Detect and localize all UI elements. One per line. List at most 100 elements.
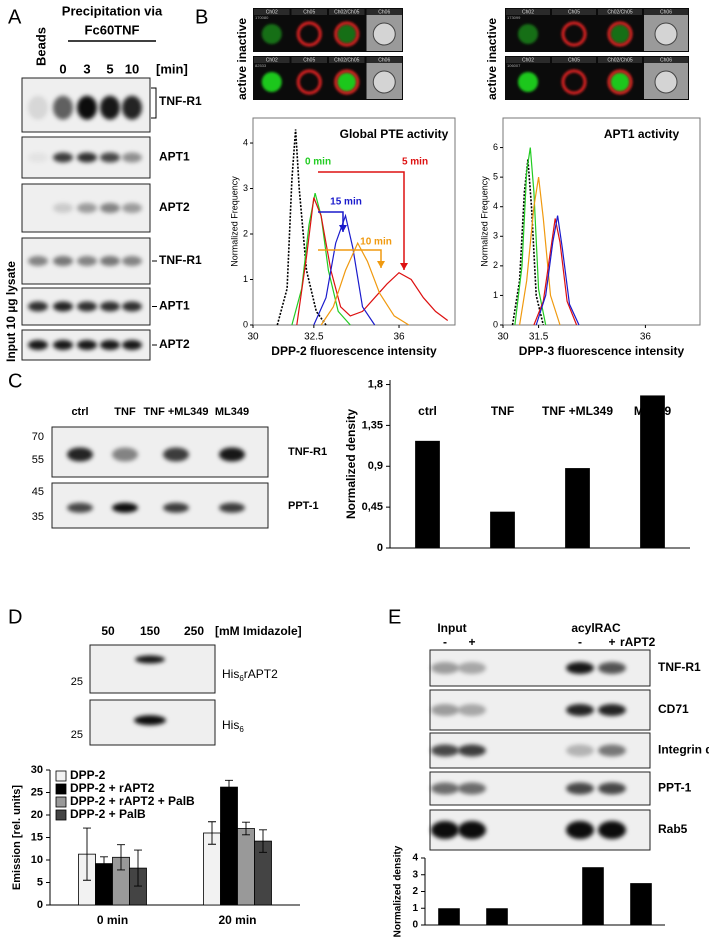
panel-letter: C	[8, 370, 22, 392]
annotation: 5 min	[402, 157, 428, 168]
band	[100, 203, 120, 213]
bf-cell	[372, 70, 396, 94]
band	[77, 95, 97, 120]
lane-label: 0	[59, 61, 66, 76]
lane-label: Beads	[33, 27, 48, 66]
arrow-head	[377, 261, 385, 268]
x-tick-label: 36	[393, 332, 405, 343]
x-tick-label: 30	[497, 332, 509, 343]
x-tick-label: ctrl	[418, 404, 437, 418]
red-ring	[296, 21, 322, 47]
blot-label: Integrin α6	[658, 743, 709, 757]
band	[566, 662, 594, 674]
y-tick-label: 30	[31, 764, 43, 776]
band	[219, 447, 245, 462]
blot-label-part: His	[222, 667, 239, 681]
green-cell	[518, 24, 538, 44]
band	[598, 662, 626, 674]
mw-marker: 35	[32, 511, 44, 523]
band	[28, 152, 48, 163]
lane-label: 250	[184, 624, 204, 638]
x-tick-label: 20 min	[218, 913, 256, 927]
panel-letter: B	[195, 6, 208, 28]
label-strip	[254, 9, 290, 15]
bar	[640, 395, 665, 548]
y-tick-label: 6	[493, 142, 498, 152]
blot-label: TNF-R1	[159, 94, 202, 108]
label-strip	[644, 57, 688, 63]
mw-marker: 25	[71, 729, 83, 741]
cell-id: 170080	[255, 15, 269, 20]
y-tick-label: 5	[493, 172, 498, 182]
bar	[415, 440, 440, 548]
y-tick-label: 1,8	[368, 378, 383, 390]
band	[77, 301, 97, 312]
row-label: active inactive	[485, 18, 499, 100]
band	[566, 744, 594, 757]
header: Fc60TNF	[85, 22, 140, 37]
band	[122, 256, 142, 266]
label-strip	[506, 9, 550, 15]
y-tick-label: 5	[37, 876, 43, 888]
channel-label: Ch02/Ch05	[607, 57, 633, 63]
blot-label: PPT-1	[288, 500, 319, 512]
group-label: Input	[437, 621, 466, 635]
bf-cell	[654, 70, 678, 94]
channel-label: Ch02	[522, 57, 534, 63]
lane-label: 10	[125, 61, 139, 76]
channel-label: Ch06	[660, 9, 672, 15]
label-strip	[254, 57, 290, 63]
bar	[220, 786, 238, 906]
blot-label: APT2	[159, 200, 190, 214]
y-tick-label: 4	[243, 137, 248, 147]
lane-label: +	[468, 635, 475, 649]
band	[100, 340, 120, 350]
blot-label: Rab5	[658, 822, 688, 836]
y-tick-label: 3	[243, 183, 248, 193]
plot-frame	[252, 117, 456, 326]
band	[122, 340, 142, 350]
band	[77, 256, 97, 266]
y-tick-label: 3	[412, 869, 418, 880]
annotation: 10 min	[360, 237, 392, 248]
x-tick-label: 36	[640, 332, 652, 343]
error-bar	[225, 779, 233, 795]
y-tick-label: 4	[493, 201, 498, 211]
histogram-line	[320, 241, 410, 326]
channel-label: Ch05	[303, 9, 315, 15]
label-strip	[329, 9, 365, 15]
channel-label: Ch02	[266, 57, 278, 63]
y-tick-label: 1	[412, 903, 418, 914]
mw-marker: 55	[32, 454, 44, 466]
row-label: active inactive	[235, 18, 249, 100]
header: Precipitation via	[62, 3, 163, 18]
blot-label: TNF-R1	[159, 253, 202, 267]
y-tick-label: 0	[243, 319, 248, 329]
y-axis-label: Normalized Frequency	[229, 176, 239, 267]
x-axis-label: DPP-2 fluorescence intensity	[271, 344, 437, 358]
label-strip	[552, 9, 596, 15]
channel-label: Ch06	[378, 9, 390, 15]
band	[458, 821, 486, 839]
y-tick-label: 15	[31, 831, 43, 843]
band	[431, 782, 459, 795]
y-tick-label: 3	[493, 231, 498, 241]
annotation: 15 min	[330, 197, 362, 208]
band	[135, 655, 165, 664]
channel-label: Ch02/Ch05	[334, 9, 360, 15]
blot-label: TNF-R1	[288, 446, 327, 458]
band	[77, 152, 97, 163]
lane-label: ctrl	[71, 406, 88, 418]
lane-label: +	[608, 635, 615, 649]
y-tick-label: 2	[412, 886, 418, 897]
label-strip	[366, 9, 402, 15]
band	[100, 256, 120, 266]
label-strip	[644, 9, 688, 15]
cell-id: 82533	[255, 63, 267, 68]
bar	[486, 908, 508, 925]
lane-label: -	[578, 635, 582, 649]
channel-label: Ch02/Ch05	[607, 9, 633, 15]
band	[122, 301, 142, 312]
band	[598, 782, 626, 795]
